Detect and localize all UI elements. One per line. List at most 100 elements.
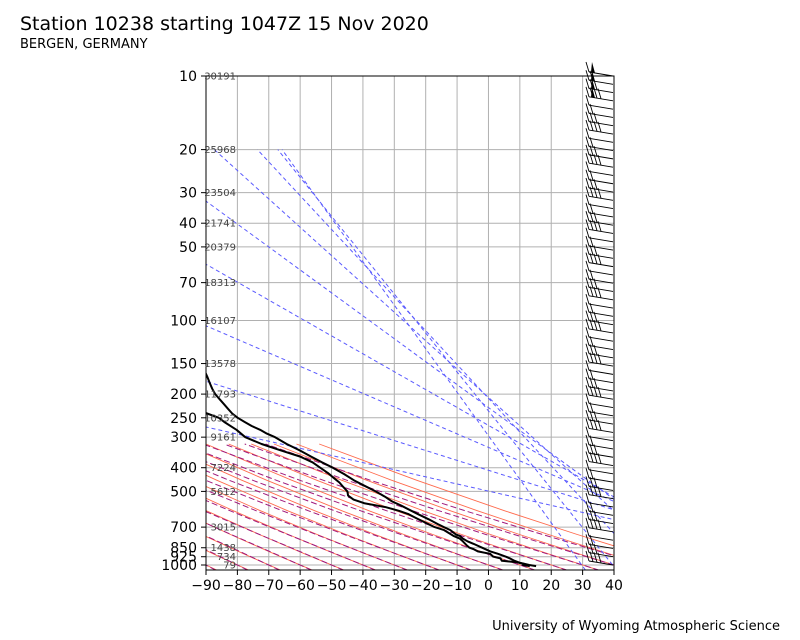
height-label: 23504 bbox=[204, 188, 236, 199]
height-label: 7224 bbox=[211, 463, 236, 474]
wind-barb bbox=[585, 61, 614, 77]
moist-adiabat bbox=[206, 461, 504, 570]
moist-adiabat bbox=[0, 444, 152, 570]
y-tick-label: 500 bbox=[170, 484, 197, 500]
wind-barb bbox=[585, 119, 614, 135]
y-tick-label: 150 bbox=[170, 357, 197, 373]
x-tick-label: −90 bbox=[191, 578, 221, 594]
wind-barb bbox=[585, 434, 614, 450]
dry-adiabat bbox=[251, 443, 599, 570]
y-tick-label: 400 bbox=[170, 461, 197, 477]
wind-barb bbox=[585, 269, 614, 284]
wind-barb bbox=[585, 492, 614, 508]
wind-barb bbox=[585, 343, 614, 359]
wind-barb bbox=[585, 227, 614, 243]
wind-barb bbox=[585, 211, 614, 226]
height-label: 20379 bbox=[204, 242, 236, 253]
wind-barb bbox=[585, 186, 614, 201]
height-label: 10352 bbox=[204, 413, 236, 424]
wind-barbs bbox=[585, 61, 614, 566]
mixing-ratio-line bbox=[281, 149, 586, 570]
wind-barb bbox=[585, 418, 614, 433]
wind-barb bbox=[585, 293, 614, 309]
y-tick-label: 30 bbox=[179, 186, 197, 202]
height-label: 11793 bbox=[204, 390, 236, 401]
wind-barb bbox=[585, 351, 614, 367]
x-tick-label: −70 bbox=[254, 578, 284, 594]
wind-barb bbox=[585, 542, 614, 558]
wind-barb bbox=[585, 368, 614, 384]
wind-barb bbox=[585, 202, 614, 218]
mixing-ratio-line bbox=[206, 263, 614, 498]
wind-barb bbox=[585, 128, 614, 143]
dry-adiabat bbox=[319, 443, 614, 547]
wind-barb bbox=[585, 517, 614, 533]
wind-barb bbox=[585, 393, 614, 408]
wind-barb bbox=[585, 161, 614, 176]
wind-barb bbox=[585, 335, 614, 350]
mixing-ratio-line bbox=[213, 149, 614, 512]
moist-adiabat bbox=[206, 511, 344, 570]
y-tick-label: 700 bbox=[170, 520, 197, 536]
wind-barb bbox=[585, 277, 614, 292]
moist-adiabat bbox=[206, 535, 280, 570]
y-tick-label: 10 bbox=[179, 69, 197, 85]
x-tick-label: −50 bbox=[317, 578, 347, 594]
x-tick-label: 0 bbox=[484, 578, 493, 594]
x-tick-label: −80 bbox=[223, 578, 253, 594]
wind-barb bbox=[585, 459, 614, 475]
height-label: 30191 bbox=[204, 72, 236, 83]
mixing-ratio-line bbox=[206, 380, 614, 511]
height-label: 13578 bbox=[204, 359, 236, 370]
wind-barb bbox=[585, 244, 614, 259]
x-tick-label: −10 bbox=[442, 578, 472, 594]
mixing-ratio-line bbox=[206, 200, 614, 500]
wind-barb bbox=[585, 70, 614, 85]
wind-barb bbox=[585, 409, 614, 425]
moist-adiabat bbox=[206, 479, 440, 570]
wind-barb bbox=[585, 534, 614, 549]
wind-barb bbox=[585, 327, 614, 342]
wind-barb bbox=[585, 501, 614, 516]
wind-barb bbox=[585, 219, 614, 234]
y-tick-label: 925 bbox=[170, 550, 197, 566]
dry-adiabat bbox=[0, 444, 153, 570]
wind-barb bbox=[585, 318, 614, 334]
wind-barb bbox=[585, 235, 614, 251]
y-tick-label: 200 bbox=[170, 387, 197, 403]
wind-barb bbox=[585, 177, 614, 193]
x-tick-label: −30 bbox=[380, 578, 410, 594]
axis-layer: −90 −80 −70 −60 −50 −40 −30 −20 −10 0 10 20 30 40 10 20… bbox=[161, 69, 623, 594]
wind-barb bbox=[585, 252, 614, 268]
dry-adiabat bbox=[206, 536, 281, 570]
wind-barb bbox=[585, 285, 614, 301]
moist-adiabat bbox=[265, 443, 614, 557]
dry-adiabat bbox=[0, 444, 122, 570]
y-tick-label: 850 bbox=[170, 541, 197, 557]
mixing-ratio-line bbox=[277, 149, 614, 568]
wind-barb bbox=[585, 136, 614, 152]
wind-barb bbox=[585, 526, 614, 541]
mixing-ratio-line bbox=[206, 426, 614, 521]
height-label: 79 bbox=[223, 561, 236, 572]
y-tick-label: 100 bbox=[170, 314, 197, 330]
wind-barb bbox=[585, 426, 614, 442]
dry-adiabat bbox=[206, 522, 313, 570]
wind-barb bbox=[585, 144, 614, 160]
height-label: 1438 bbox=[211, 543, 236, 554]
wind-barb bbox=[585, 153, 614, 168]
x-tick-label: −40 bbox=[348, 578, 378, 594]
moist-adiabat bbox=[206, 470, 472, 570]
wind-barb bbox=[585, 443, 614, 458]
y-tick-label: 70 bbox=[179, 276, 197, 292]
wind-barb bbox=[585, 360, 614, 375]
wind-barb bbox=[585, 476, 614, 491]
wind-barb bbox=[585, 385, 614, 400]
dry-adiabat bbox=[228, 443, 568, 570]
wind-barb bbox=[585, 86, 614, 102]
temperature-profile bbox=[206, 371, 537, 568]
dry-adiabat bbox=[0, 444, 185, 570]
wind-barb bbox=[585, 78, 614, 94]
height-label: 9161 bbox=[211, 433, 236, 444]
wind-barb bbox=[585, 484, 614, 500]
